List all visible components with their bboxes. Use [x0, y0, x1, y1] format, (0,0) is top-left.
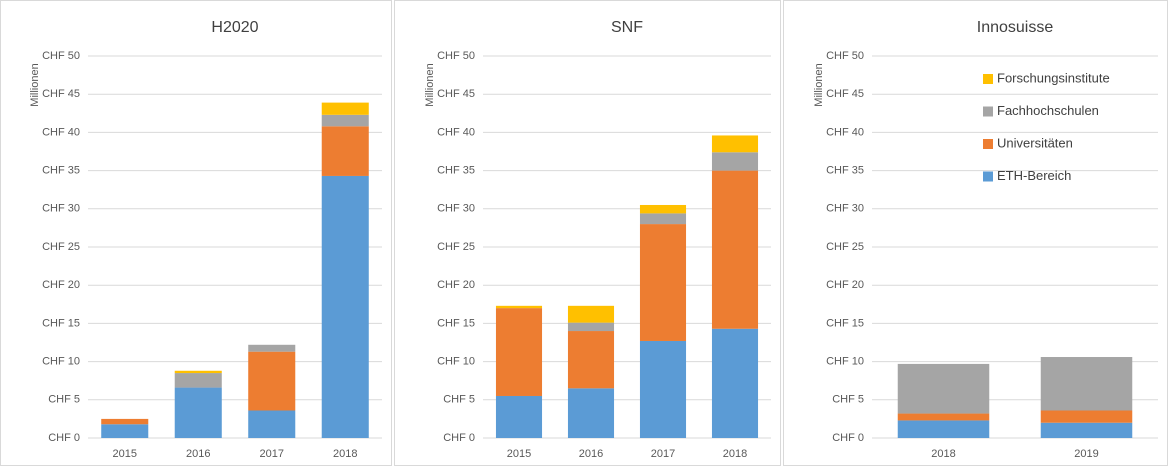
y-tick-label: CHF 45: [42, 88, 80, 100]
legend-swatch: [983, 106, 993, 117]
x-tick-label: 2019: [1074, 448, 1098, 460]
y-tick-label: CHF 50: [437, 50, 475, 62]
bar-segment: [321, 114, 369, 127]
y-tick-label: CHF 20: [437, 279, 475, 291]
legend-label: Forschungsinstitute: [997, 70, 1110, 85]
y-tick-label: CHF 5: [48, 394, 80, 406]
x-tick-label: 2015: [113, 448, 137, 460]
x-tick-label: 2018: [723, 448, 747, 460]
y-tick-label: CHF 5: [443, 394, 475, 406]
bar-segment: [897, 413, 990, 421]
y-axis-label: Millionen: [424, 63, 436, 106]
x-tick-label: 2017: [651, 448, 675, 460]
y-tick-label: CHF 40: [437, 126, 475, 138]
chart-title: SNF: [611, 19, 643, 36]
bar-segment: [248, 410, 296, 438]
bar-segment: [495, 305, 543, 309]
legend-swatch: [983, 139, 993, 149]
y-tick-label: CHF 10: [826, 356, 864, 368]
legend-swatch: [983, 171, 993, 182]
bar-segment: [567, 388, 615, 438]
y-tick-label: CHF 45: [437, 88, 475, 100]
bar-segment: [174, 373, 222, 388]
bar-segment: [174, 387, 222, 438]
y-tick-label: CHF 30: [437, 203, 475, 215]
y-tick-label: CHF 25: [437, 241, 475, 253]
y-tick-label: CHF 30: [826, 203, 864, 215]
bar-segment: [711, 170, 759, 329]
y-tick-label: CHF 10: [437, 356, 475, 368]
y-tick-label: CHF 50: [42, 50, 80, 62]
y-axis-label: Millionen: [29, 63, 41, 106]
bar-segment: [495, 308, 543, 396]
bar-segment: [639, 213, 687, 225]
legend-label: Universitäten: [997, 135, 1073, 150]
y-tick-label: CHF 10: [42, 356, 80, 368]
y-tick-label: CHF 15: [826, 317, 864, 329]
bar-segment: [248, 351, 296, 411]
x-tick-label: 2018: [931, 448, 955, 460]
x-tick-label: 2018: [333, 448, 357, 460]
x-tick-label: 2016: [579, 448, 603, 460]
bar-segment: [711, 135, 759, 153]
chart: Innosuisse Millionen CHF 0 CHF 5 CHF 10 CHF 1…: [813, 19, 1158, 460]
y-tick-label: CHF 35: [826, 165, 864, 177]
bar-segment: [1040, 410, 1133, 423]
chart: H2020 Millionen CHF 0 CHF 5 CHF 10 CHF 15 CHF …: [29, 19, 382, 460]
y-tick-label: CHF 30: [42, 203, 80, 215]
bar-segment: [711, 152, 759, 171]
y-tick-label: CHF 25: [42, 241, 80, 253]
y-tick-label: CHF 0: [48, 432, 80, 444]
bar-segment: [567, 331, 615, 389]
x-tick-label: 2015: [507, 448, 531, 460]
bar-segment: [567, 322, 615, 332]
y-tick-label: CHF 15: [437, 317, 475, 329]
y-tick-label: CHF 50: [826, 50, 864, 62]
legend-label: Fachhochschulen: [997, 103, 1099, 118]
x-tick-label: 2016: [186, 448, 210, 460]
bar-segment: [101, 424, 149, 438]
bar-segment: [174, 370, 222, 374]
y-tick-label: CHF 15: [42, 317, 80, 329]
y-tick-label: CHF 20: [826, 279, 864, 291]
legend-label: ETH-Bereich: [997, 168, 1071, 183]
y-axis-label: Millionen: [813, 63, 825, 106]
bar-segment: [639, 204, 687, 214]
bar-segment: [1040, 357, 1133, 411]
y-tick-label: CHF 45: [826, 88, 864, 100]
bar-segment: [1040, 422, 1133, 438]
bar-segment: [639, 340, 687, 438]
y-tick-label: CHF 25: [826, 241, 864, 253]
bar-segment: [711, 328, 759, 438]
chart-title: H2020: [211, 19, 258, 36]
bar-segment: [321, 175, 369, 438]
bar-segment: [321, 126, 369, 176]
bar-segment: [639, 224, 687, 341]
y-tick-label: CHF 40: [42, 126, 80, 138]
y-tick-label: CHF 40: [826, 126, 864, 138]
bar-segment: [495, 395, 543, 438]
x-tick-label: 2017: [260, 448, 284, 460]
bar-segment: [567, 305, 615, 323]
bar-segment: [897, 363, 990, 414]
y-tick-label: CHF 35: [437, 165, 475, 177]
y-tick-label: CHF 0: [832, 432, 864, 444]
y-tick-label: CHF 20: [42, 279, 80, 291]
bar-segment: [897, 420, 990, 438]
bar-segment: [101, 418, 149, 425]
bar-segment: [248, 344, 296, 352]
y-tick-label: CHF 35: [42, 165, 80, 177]
y-tick-label: CHF 5: [832, 394, 864, 406]
bar-segment: [321, 102, 369, 115]
chart: SNF Millionen CHF 0 CHF 5 CHF 10 CHF 15 CHF 20…: [424, 19, 771, 460]
legend-swatch: [983, 74, 993, 84]
y-tick-label: CHF 0: [443, 432, 475, 444]
chart-title: Innosuisse: [977, 19, 1054, 36]
